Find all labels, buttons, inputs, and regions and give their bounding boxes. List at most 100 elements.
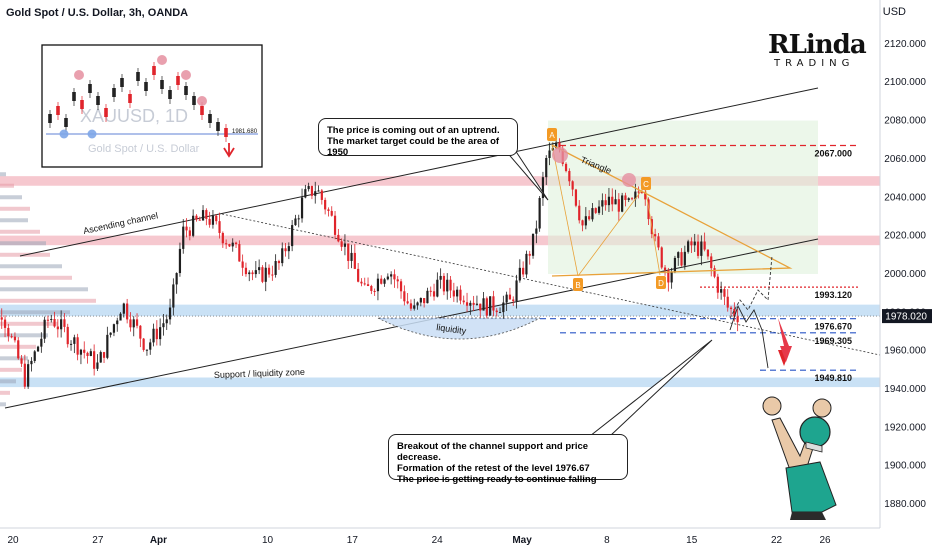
volume-bar-6 (0, 241, 46, 246)
candle-body (86, 352, 89, 356)
candle-body (33, 351, 36, 361)
candle-body (185, 226, 188, 231)
candle-body (106, 334, 109, 358)
candle-body (218, 221, 221, 233)
levels-layer: 2067.000 1993.120 1976.670 1969.305 1949.810 (0, 144, 880, 383)
candle-body (581, 220, 584, 226)
inset-candle-body (200, 106, 204, 115)
price-axis[interactable]: 2120.000 2100.000 2080.000 2060.000 2040.000… (879, 0, 932, 550)
candle-body (122, 303, 125, 314)
player-jersey (785, 461, 837, 513)
rlinda-logo: RLinda TRADING (768, 30, 867, 74)
candle-body (324, 199, 327, 210)
point-badge-B (573, 278, 583, 291)
point-badge-D (656, 276, 666, 289)
candle-body (624, 195, 627, 201)
candle-body (720, 289, 723, 293)
candle-body (83, 349, 86, 353)
candle-body (693, 241, 696, 246)
volume-bar-12 (0, 310, 70, 315)
candle-body (347, 243, 350, 261)
candle-body (495, 310, 498, 313)
time-axis[interactable]: 20 27 Apr 10 17 24 May 8 15 22 26 (0, 527, 880, 546)
candle-body (492, 296, 495, 311)
candle-body (192, 215, 195, 236)
candle-body (426, 290, 429, 304)
candle-body (574, 189, 578, 206)
callout-top-line-1: The price is coming out of an uptrend. (327, 125, 500, 136)
candle-body (36, 346, 40, 352)
time-tick-label: May (512, 535, 532, 546)
candle-body (320, 190, 323, 200)
down-trendline (221, 213, 881, 356)
candle-body (225, 243, 228, 245)
candle-body (432, 291, 436, 297)
inset-candle-body (208, 114, 212, 123)
candle-body (142, 338, 145, 350)
candle-body (482, 298, 485, 311)
candle-body (489, 296, 492, 316)
point-label-A: A (549, 131, 555, 140)
time-tick-label: 10 (262, 535, 274, 546)
candle-body (27, 364, 30, 387)
time-tick-label: 20 (7, 535, 19, 546)
candle-body (188, 230, 191, 236)
liquidity-zone (377, 317, 541, 340)
player-right-hand (812, 398, 832, 418)
candle-body (241, 261, 244, 268)
candle-body (168, 307, 172, 320)
candle-body (571, 181, 574, 190)
candle-body (588, 216, 591, 220)
point-label-B: B (575, 281, 580, 290)
candle-body (690, 241, 693, 246)
candle-body (175, 273, 178, 285)
candle-body (56, 326, 59, 330)
candle-body (607, 196, 611, 206)
candle-body (300, 197, 304, 219)
candle-body (660, 247, 663, 268)
inset-frame (41, 44, 263, 168)
inset-candle-body (64, 118, 68, 127)
price-tick-label: 1940.000 (884, 384, 926, 395)
callout-bottom-line-2: Formation of the retest of the level 197… (397, 463, 590, 474)
candle-body (7, 327, 10, 337)
volume-bar-9 (0, 275, 72, 280)
candle-body (442, 275, 446, 292)
player-left-hand (762, 396, 782, 416)
zone-3 (0, 377, 880, 388)
candle-body (234, 242, 238, 245)
candle-body (436, 279, 439, 297)
candle-body (703, 241, 706, 250)
candle-body (363, 283, 366, 285)
callout-top-line-2: The market target could be the area of 1… (327, 136, 500, 158)
candle-body (555, 142, 558, 149)
candle-body (456, 289, 459, 297)
candle-body (112, 324, 116, 333)
logo-name: RLinda (768, 30, 867, 60)
candle-body (449, 279, 452, 291)
volume-bar-5 (0, 229, 40, 234)
candle-body (376, 278, 380, 292)
candle-body (614, 199, 617, 205)
candle-body (23, 363, 26, 387)
price-tick-label: 1900.000 (884, 461, 926, 472)
inset-chart: XAUUSD, 1D Gold Spot / U.S. Dollar 1981.68… (41, 44, 263, 168)
inset-candle-body (184, 86, 188, 95)
peak-marker-1 (552, 147, 568, 163)
candle-body (277, 261, 281, 264)
candle-body (76, 337, 79, 355)
currency-label: USD (882, 6, 906, 18)
point-badge-C (641, 177, 651, 190)
candle-body (340, 241, 343, 247)
time-tick-label: Apr (150, 535, 167, 546)
volume-bar-19 (0, 390, 10, 395)
candle-body (419, 298, 422, 303)
current-price-label: 1978.020 (885, 312, 927, 323)
candle-body (729, 307, 733, 310)
volume-bar-11 (0, 298, 96, 303)
point-badge-A (547, 128, 557, 141)
level-label-4: 1949.810 (814, 373, 852, 383)
projection-down (729, 304, 769, 369)
candle-body (611, 196, 614, 205)
candle-body (584, 216, 587, 226)
